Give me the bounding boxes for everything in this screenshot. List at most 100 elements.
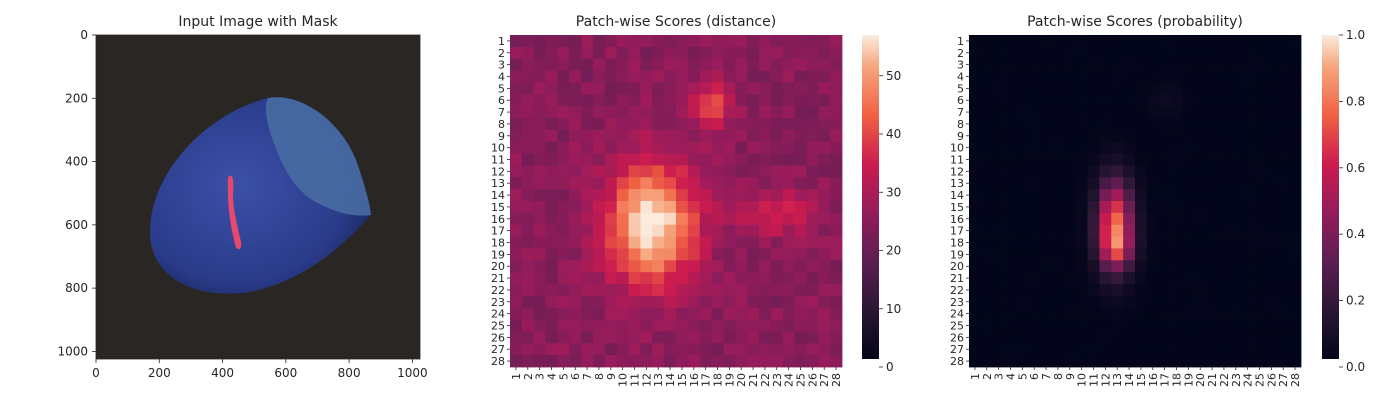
heatmap-cell bbox=[604, 236, 618, 249]
heatmap-cell bbox=[510, 355, 523, 368]
heatmap-cell bbox=[1265, 106, 1278, 119]
heatmap-cell bbox=[1123, 284, 1136, 297]
col-label: 10 bbox=[1076, 373, 1089, 387]
heatmap-cell bbox=[1182, 248, 1195, 261]
heatmap-cell bbox=[1229, 177, 1243, 190]
heatmap-cell bbox=[1111, 236, 1124, 249]
heatmap-cell bbox=[969, 58, 982, 71]
heatmap-cell bbox=[1158, 224, 1171, 237]
heatmap-cell bbox=[1063, 212, 1077, 226]
heatmap-cell bbox=[604, 248, 618, 261]
heatmap-cell bbox=[806, 272, 819, 285]
heatmap-cell bbox=[1194, 248, 1207, 261]
heatmap-cell bbox=[1277, 224, 1290, 237]
heatmap-cell bbox=[1182, 129, 1195, 143]
heatmap-cell bbox=[747, 331, 760, 344]
heatmap-cell bbox=[1194, 165, 1207, 178]
heatmap-cell bbox=[687, 46, 701, 60]
heatmap-cell bbox=[1241, 224, 1254, 237]
col-label: 6 bbox=[569, 373, 582, 380]
heatmap-cell bbox=[1206, 284, 1219, 297]
heatmap-cell bbox=[1218, 331, 1231, 344]
heatmap-cell bbox=[510, 319, 523, 332]
heatmap-cell bbox=[1111, 260, 1124, 273]
col-label: 5 bbox=[1016, 373, 1029, 380]
heatmap-cell bbox=[664, 260, 677, 273]
heatmap-cell bbox=[628, 355, 641, 368]
heatmap-cell bbox=[1277, 212, 1290, 226]
heatmap-cell bbox=[1218, 272, 1231, 285]
heatmap-cell bbox=[1087, 141, 1100, 154]
heatmap-cell bbox=[652, 177, 665, 190]
heatmap-cell bbox=[1063, 70, 1077, 83]
heatmap-cell bbox=[628, 248, 641, 261]
heatmap-cell bbox=[980, 355, 994, 368]
heatmap-cell bbox=[1241, 343, 1254, 356]
heatmap-cell bbox=[830, 94, 843, 107]
heatmap-cell bbox=[830, 355, 843, 368]
heatmap-cell bbox=[1218, 82, 1231, 95]
heatmap-cell bbox=[1099, 118, 1112, 131]
heatmap-cell bbox=[581, 201, 594, 214]
heatmap-cell bbox=[735, 94, 748, 107]
heatmap-cell bbox=[1052, 355, 1065, 368]
heatmap-cell bbox=[545, 82, 558, 95]
heatmap-cell bbox=[1241, 58, 1254, 71]
col-label: 11 bbox=[629, 373, 642, 387]
heatmap-cell bbox=[1206, 260, 1219, 273]
heatmap-cell bbox=[992, 118, 1005, 131]
heatmap-cell bbox=[1218, 295, 1231, 309]
heatmap-cell bbox=[1028, 58, 1041, 71]
heatmap-cell bbox=[1241, 248, 1254, 261]
col-label: 16 bbox=[688, 373, 701, 387]
heatmap-cell bbox=[1123, 153, 1136, 166]
heatmap-cell bbox=[1265, 307, 1278, 320]
heatmap-cell bbox=[1158, 284, 1171, 297]
heatmap-cell bbox=[1111, 70, 1124, 83]
heatmap-cell bbox=[593, 177, 606, 190]
heatmap-cell bbox=[794, 46, 807, 60]
heatmap-cell bbox=[1075, 284, 1088, 297]
row-label: 18 bbox=[491, 237, 505, 250]
heatmap-cell bbox=[1265, 153, 1278, 166]
heatmap-cell bbox=[711, 70, 724, 83]
heatmap-cell bbox=[1075, 70, 1088, 83]
heatmap-cell bbox=[1158, 260, 1171, 273]
heatmap-cell bbox=[1028, 201, 1041, 214]
heatmap-cell bbox=[818, 129, 831, 143]
col-label: 28 bbox=[1289, 373, 1302, 387]
heatmap-cell bbox=[1182, 212, 1195, 226]
heatmap-cell bbox=[1099, 70, 1112, 83]
heatmap-cell bbox=[640, 118, 653, 131]
row-label: 9 bbox=[498, 130, 505, 143]
heatmap-cell bbox=[545, 343, 558, 356]
heatmap-cell bbox=[1289, 70, 1302, 83]
row-label: 12 bbox=[491, 165, 505, 178]
heatmap-cell bbox=[830, 189, 843, 202]
heatmap-cell bbox=[794, 307, 807, 320]
heatmap-cell bbox=[1241, 272, 1254, 285]
heatmap-cell bbox=[593, 295, 606, 309]
heatmap-cell bbox=[1182, 153, 1195, 166]
heatmap-cell bbox=[1206, 35, 1219, 48]
heatmap-cell bbox=[992, 307, 1005, 320]
heatmap-cell bbox=[616, 319, 629, 332]
heatmap-cell bbox=[735, 189, 748, 202]
heatmap-cell bbox=[1265, 272, 1278, 285]
heatmap-cell bbox=[1099, 201, 1112, 214]
heatmap-cell bbox=[782, 82, 795, 95]
heatmap-cell bbox=[1229, 106, 1243, 119]
heatmap-cell bbox=[1194, 355, 1207, 368]
heatmap-cell bbox=[1040, 260, 1053, 273]
heatmap-cell bbox=[1170, 307, 1183, 320]
heatmap-cell bbox=[569, 295, 582, 309]
heatmap-cell bbox=[1158, 189, 1171, 202]
heatmap-cell bbox=[699, 141, 712, 154]
heatmap-cell bbox=[1075, 236, 1088, 249]
heatmap-cell bbox=[593, 35, 606, 48]
heatmap-cell bbox=[969, 248, 982, 261]
heatmap-cell bbox=[1289, 295, 1302, 309]
heatmap-cell bbox=[1289, 118, 1302, 131]
heatmap-cell bbox=[521, 153, 535, 166]
